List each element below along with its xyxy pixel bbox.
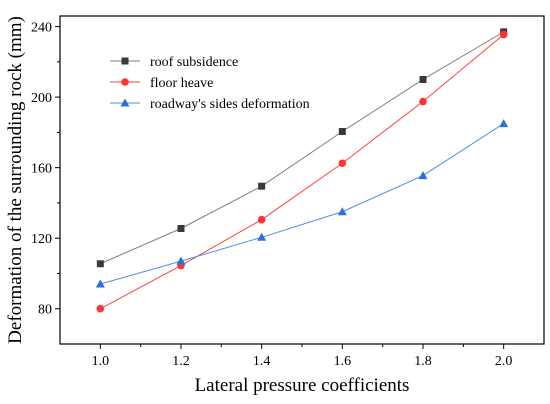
y-tick-label: 200 bbox=[31, 91, 52, 106]
x-tick-label: 1.8 bbox=[414, 354, 432, 369]
series-line bbox=[100, 34, 504, 310]
data-point bbox=[96, 304, 105, 313]
x-tick-label: 2.0 bbox=[495, 354, 513, 369]
series-line bbox=[100, 123, 504, 285]
data-point bbox=[95, 279, 105, 288]
series-circle bbox=[96, 30, 508, 313]
legend-label: roof subsidence bbox=[150, 55, 238, 70]
data-point bbox=[176, 256, 186, 265]
plot-frame bbox=[59, 15, 545, 345]
data-point bbox=[257, 215, 266, 224]
y-tick-label: 160 bbox=[31, 162, 52, 177]
data-point bbox=[418, 171, 428, 180]
legend-marker bbox=[121, 57, 129, 65]
x-tick-label: 1.0 bbox=[92, 354, 110, 369]
y-axis-title: Deformation of the surrounding rock (mm) bbox=[5, 16, 26, 344]
data-point bbox=[257, 232, 267, 241]
series-triangle bbox=[95, 119, 509, 288]
y-tick-label: 240 bbox=[31, 21, 52, 36]
data-point bbox=[419, 75, 427, 83]
y-tick-label: 80 bbox=[38, 303, 52, 318]
series-layer bbox=[95, 28, 509, 313]
series-line bbox=[100, 31, 504, 265]
legend-marker bbox=[120, 98, 130, 107]
x-tick-label: 1.4 bbox=[253, 354, 271, 369]
x-tick-label: 1.2 bbox=[172, 354, 190, 369]
x-tick-label: 1.6 bbox=[334, 354, 352, 369]
axis-ticks: 1.0 1.2 1.4 1.6 1.8 2.0 80 120 160 200 240 bbox=[31, 21, 512, 369]
data-point bbox=[499, 119, 509, 128]
legend-label: floor heave bbox=[150, 76, 213, 91]
x-axis-title: Lateral pressure coefficients bbox=[195, 375, 410, 396]
legend: roof subsidence floor heave roadway's side… bbox=[110, 55, 310, 112]
data-point bbox=[338, 128, 346, 136]
data-point bbox=[258, 182, 266, 190]
data-point bbox=[337, 207, 347, 216]
data-point bbox=[499, 30, 508, 39]
data-point bbox=[177, 224, 185, 232]
y-tick-label: 120 bbox=[31, 232, 52, 247]
data-point bbox=[419, 97, 427, 106]
legend-marker bbox=[121, 78, 129, 86]
data-point bbox=[338, 159, 347, 168]
data-point bbox=[96, 260, 104, 268]
legend-label: roadway's sides deformation bbox=[150, 97, 310, 112]
